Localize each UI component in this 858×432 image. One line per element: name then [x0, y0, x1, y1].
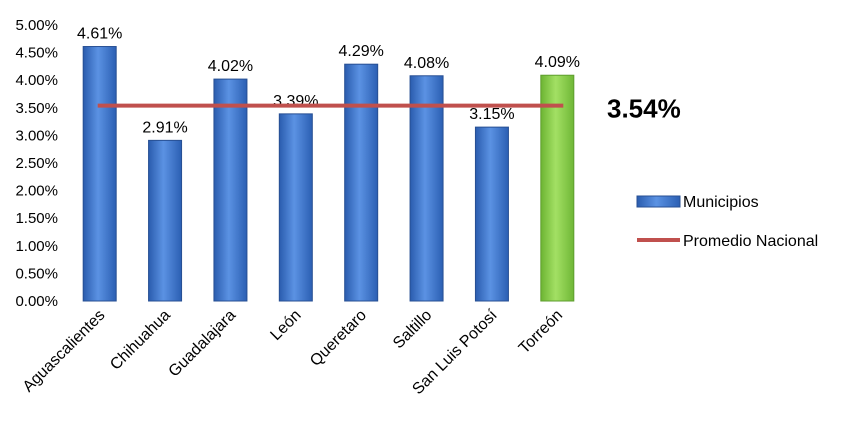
legend-label-promedio: Promedio Nacional — [683, 233, 818, 250]
bar-queretaro — [344, 63, 379, 302]
x-category-label: Torreón — [516, 307, 566, 357]
bar-san-luis-potos- — [474, 126, 509, 302]
bar-guadalajara — [213, 78, 248, 302]
x-category-label: Chihuahua — [107, 307, 174, 374]
x-category-label: Aguascalientes — [20, 307, 109, 396]
bar-le-n — [278, 113, 313, 302]
average-line-group: 3.54% — [97, 94, 681, 124]
bar-saltillo — [409, 75, 444, 302]
y-tick-label: 0.50% — [15, 265, 58, 282]
x-category-label: Guadalajara — [166, 307, 240, 381]
bar-torre-n — [540, 74, 575, 302]
legend: Municipios Promedio Nacional — [636, 194, 818, 250]
data-label: 2.91% — [142, 119, 187, 136]
x-category-label: Saltillo — [390, 307, 435, 352]
data-label: 4.02% — [208, 58, 253, 75]
y-tick-label: 0.00% — [15, 293, 58, 310]
y-tick-label: 4.00% — [15, 72, 58, 89]
y-tick-label: 2.00% — [15, 183, 58, 200]
data-label: 4.09% — [535, 54, 580, 71]
y-tick-label: 1.00% — [15, 238, 58, 255]
x-category-label: León — [267, 307, 304, 344]
x-category-label: Queretaro — [307, 307, 370, 370]
y-tick-label: 3.50% — [15, 100, 58, 117]
data-label: 4.08% — [404, 55, 449, 72]
legend-bar-swatch — [636, 195, 681, 208]
y-tick-label: 5.00% — [15, 17, 58, 34]
average-value-label: 3.54% — [607, 94, 681, 124]
bar-aguascalientes — [82, 46, 117, 302]
y-tick-label: 3.00% — [15, 127, 58, 144]
y-tick-label: 1.50% — [15, 210, 58, 227]
data-label: 3.15% — [469, 106, 514, 123]
legend-label-municipios: Municipios — [683, 194, 759, 211]
bar-chihuahua — [148, 139, 183, 302]
y-tick-label: 2.50% — [15, 155, 58, 172]
data-label: 4.29% — [339, 43, 384, 60]
bars: 4.61%2.91%4.02%3.39%4.29%4.08%3.15%4.09% — [77, 26, 580, 302]
y-tick-label: 4.50% — [15, 45, 58, 62]
y-axis: 0.00% 0.50% 1.00% 1.50% 2.00% 2.50% 3.00% 3.50%… — [15, 17, 58, 310]
data-label: 4.61% — [77, 26, 122, 43]
